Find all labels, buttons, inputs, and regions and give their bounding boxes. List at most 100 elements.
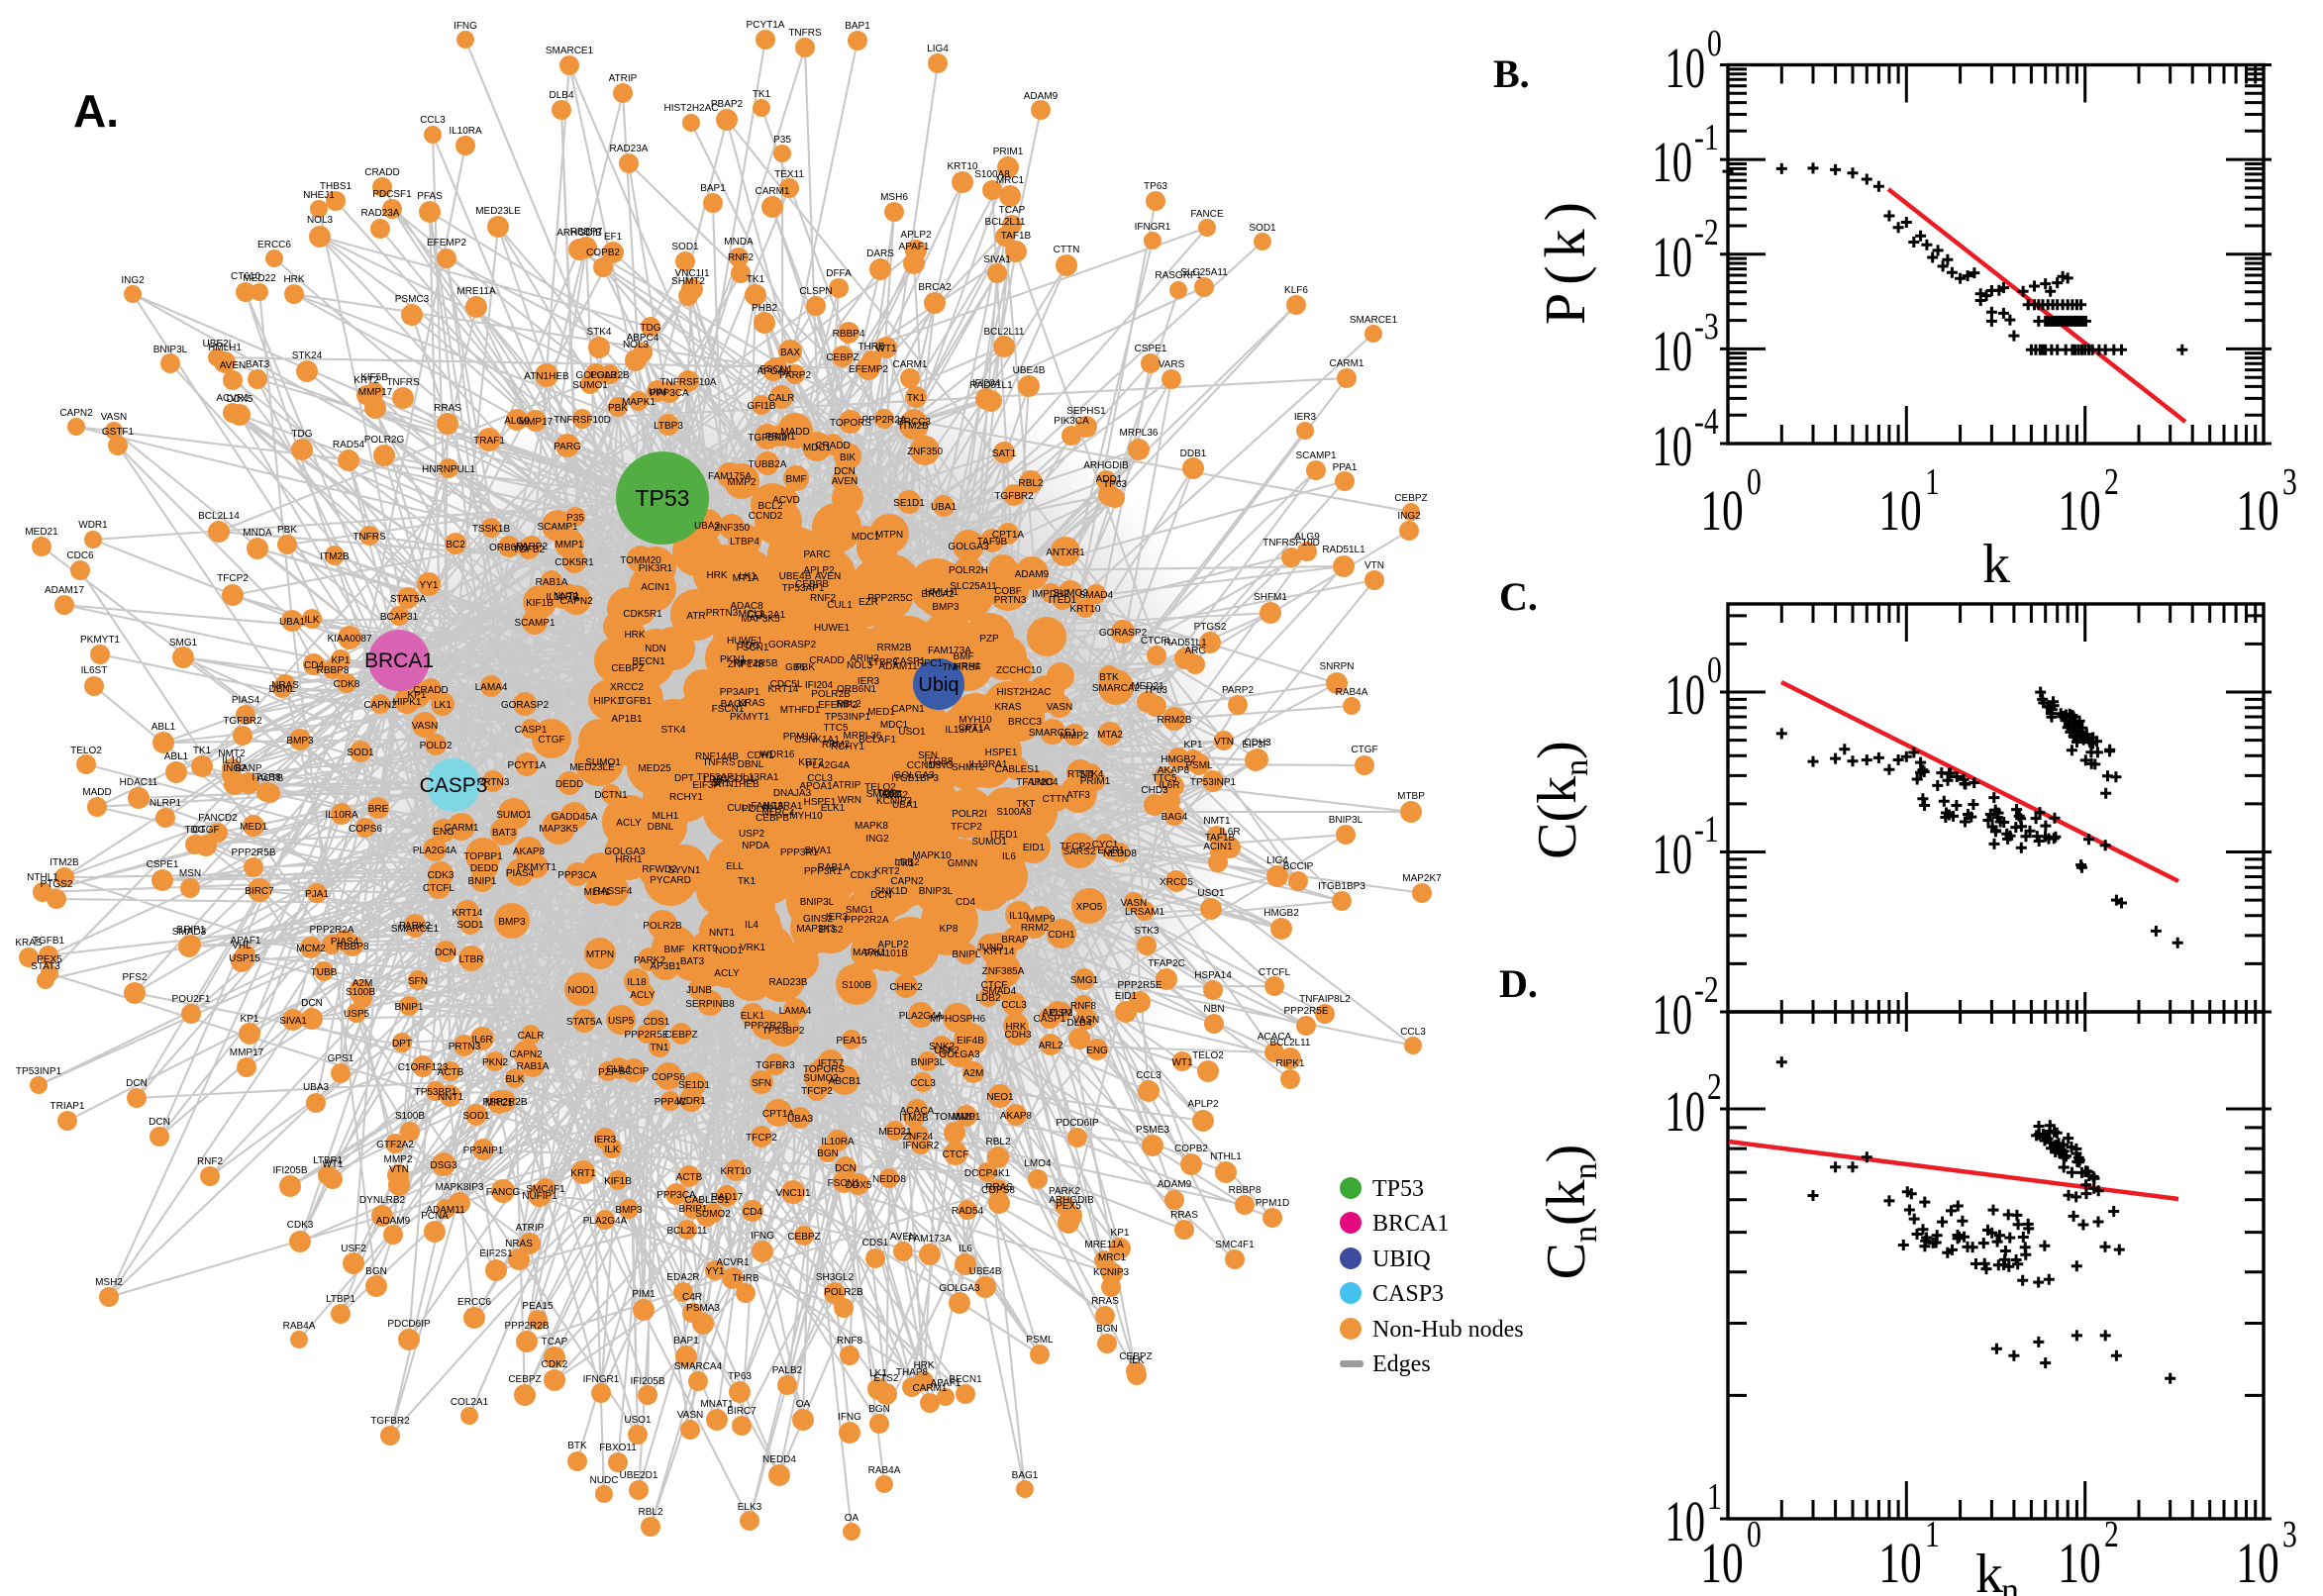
svg-text:BRCA2: BRCA2 xyxy=(918,282,952,293)
svg-text:1: 1 xyxy=(1925,1515,1940,1555)
svg-text:C4R: C4R xyxy=(682,1292,702,1303)
svg-text:SLC25A11: SLC25A11 xyxy=(1180,267,1228,278)
svg-text:IL13RA1: IL13RA1 xyxy=(969,759,1008,770)
svg-text:COPS8: COPS8 xyxy=(981,1185,1015,1196)
svg-text:IFI205B: IFI205B xyxy=(272,1165,307,1176)
svg-text:CASP3: CASP3 xyxy=(420,774,488,797)
svg-text:PPP2R2A: PPP2R2A xyxy=(844,915,888,926)
svg-text:MADD: MADD xyxy=(82,787,111,798)
svg-text:BNIP3L: BNIP3L xyxy=(153,345,188,355)
svg-text:EFEMP2: EFEMP2 xyxy=(427,238,466,249)
svg-text:CUL1: CUL1 xyxy=(827,600,853,611)
svg-text:IL6R: IL6R xyxy=(471,1035,492,1046)
svg-text:CEBPZ: CEBPZ xyxy=(664,1030,697,1041)
svg-text:SOD1: SOD1 xyxy=(462,1111,490,1122)
svg-text:STK3: STK3 xyxy=(1134,926,1159,937)
svg-text:CDK3: CDK3 xyxy=(287,1220,314,1231)
svg-text:GORASP2: GORASP2 xyxy=(768,640,817,650)
svg-text:MED23LE: MED23LE xyxy=(475,206,521,217)
svg-text:10: 10 xyxy=(1652,130,1692,194)
svg-text:PPP2R5E: PPP2R5E xyxy=(1283,1006,1328,1017)
svg-text:CAPN2: CAPN2 xyxy=(559,596,593,607)
svg-text:CTGF: CTGF xyxy=(192,825,219,836)
svg-text:PIAS4: PIAS4 xyxy=(232,695,260,706)
svg-text:IL13RA1: IL13RA1 xyxy=(741,772,779,783)
svg-text:RNF2: RNF2 xyxy=(197,1156,224,1167)
svg-text:MED25: MED25 xyxy=(638,763,671,774)
svg-text:DDB1: DDB1 xyxy=(1180,449,1207,459)
svg-text:RASSF4: RASSF4 xyxy=(594,886,633,897)
svg-text:APAF1: APAF1 xyxy=(931,1378,961,1389)
svg-text:MCM2: MCM2 xyxy=(296,944,326,954)
svg-text:COBF: COBF xyxy=(994,586,1022,597)
svg-text:ZNF148: ZNF148 xyxy=(728,659,764,670)
svg-text:1: 1 xyxy=(1925,462,1940,503)
svg-text:DCN: DCN xyxy=(301,998,323,1009)
svg-text:TP63: TP63 xyxy=(1144,181,1167,192)
svg-text:IL4: IL4 xyxy=(745,920,758,931)
svg-text:DLB4: DLB4 xyxy=(1066,1018,1091,1029)
svg-text:PEX5: PEX5 xyxy=(1056,1201,1081,1212)
svg-text:SF1: SF1 xyxy=(712,778,731,789)
svg-text:BRIP1: BRIP1 xyxy=(177,925,206,936)
svg-text:PPP2R2A: PPP2R2A xyxy=(309,925,354,936)
svg-text:TGFBR3: TGFBR3 xyxy=(756,1060,795,1071)
svg-text:PP3AIP1: PP3AIP1 xyxy=(720,687,760,698)
svg-text:HRK: HRK xyxy=(706,570,727,581)
svg-text:SEPHS1: SEPHS1 xyxy=(1066,406,1106,417)
svg-text:2: 2 xyxy=(1707,1067,1722,1108)
svg-text:S100B: S100B xyxy=(842,980,871,991)
svg-text:10: 10 xyxy=(2236,1532,2278,1595)
svg-text:DLB4: DLB4 xyxy=(549,90,573,101)
svg-text:PTGS2: PTGS2 xyxy=(41,879,73,890)
svg-text:CDK5R1: CDK5R1 xyxy=(623,609,662,620)
svg-text:LTBP1: LTBP1 xyxy=(326,1294,355,1305)
svg-text:TOPBP1: TOPBP1 xyxy=(463,851,503,862)
svg-text:MNDA: MNDA xyxy=(724,237,754,248)
svg-text:TGFBR2: TGFBR2 xyxy=(370,1416,410,1427)
svg-text:IL18: IL18 xyxy=(627,977,647,988)
svg-text:SMARCE1: SMARCE1 xyxy=(391,924,440,935)
svg-text:ETS2: ETS2 xyxy=(873,1373,898,1384)
svg-text:B.: B. xyxy=(1493,51,1530,96)
svg-text:SARS2: SARS2 xyxy=(1063,847,1096,857)
svg-text:S100B: S100B xyxy=(346,987,375,998)
svg-text:MED1: MED1 xyxy=(867,707,895,718)
svg-text:TK1: TK1 xyxy=(193,746,212,756)
svg-text:PBAP2: PBAP2 xyxy=(711,99,744,110)
svg-text:IFNG: IFNG xyxy=(930,760,954,771)
svg-text:IL10RA: IL10RA xyxy=(449,126,482,137)
svg-text:BCL2L11: BCL2L11 xyxy=(984,327,1025,338)
svg-text:-2: -2 xyxy=(1694,970,1719,1011)
svg-text:-2: -2 xyxy=(1694,213,1719,253)
svg-text:DCN: DCN xyxy=(870,890,892,901)
svg-text:BMP3: BMP3 xyxy=(498,917,526,928)
svg-text:10: 10 xyxy=(1700,479,1743,543)
svg-text:PPP2R2B: PPP2R2B xyxy=(482,1097,527,1108)
svg-text:RAD51L1: RAD51L1 xyxy=(1322,545,1365,555)
svg-text:LTBR: LTBR xyxy=(459,954,484,965)
svg-text:CDH1: CDH1 xyxy=(1048,930,1075,941)
svg-text:OA: OA xyxy=(845,1513,859,1524)
svg-text:LTBP3: LTBP3 xyxy=(654,421,683,432)
svg-text:CTCF: CTCF xyxy=(943,1149,969,1160)
svg-text:VHL: VHL xyxy=(232,941,252,951)
svg-text:IFNG: IFNG xyxy=(751,1231,774,1242)
svg-text:CDH3: CDH3 xyxy=(1244,738,1271,748)
svg-text:PCYT1A: PCYT1A xyxy=(508,760,547,771)
svg-text:COL2A1: COL2A1 xyxy=(451,1397,489,1408)
svg-text:EID1: EID1 xyxy=(1023,843,1046,853)
svg-text:MMP2: MMP2 xyxy=(384,1154,413,1165)
svg-text:ATRIP: ATRIP xyxy=(516,1223,545,1234)
svg-text:SOD1: SOD1 xyxy=(1249,223,1276,234)
svg-text:ERCC6: ERCC6 xyxy=(257,240,291,250)
svg-text:RRAS: RRAS xyxy=(434,403,461,414)
svg-text:PYCARD: PYCARD xyxy=(650,875,691,886)
svg-text:BCCIP: BCCIP xyxy=(1283,861,1314,872)
svg-text:SMG1: SMG1 xyxy=(846,905,874,916)
svg-text:BMF: BMF xyxy=(663,945,684,955)
svg-text:TELO2: TELO2 xyxy=(1192,1050,1224,1061)
svg-text:CASP1: CASP1 xyxy=(515,725,548,736)
svg-text:TK1: TK1 xyxy=(738,876,757,887)
svg-text:CHEK2: CHEK2 xyxy=(889,982,923,993)
